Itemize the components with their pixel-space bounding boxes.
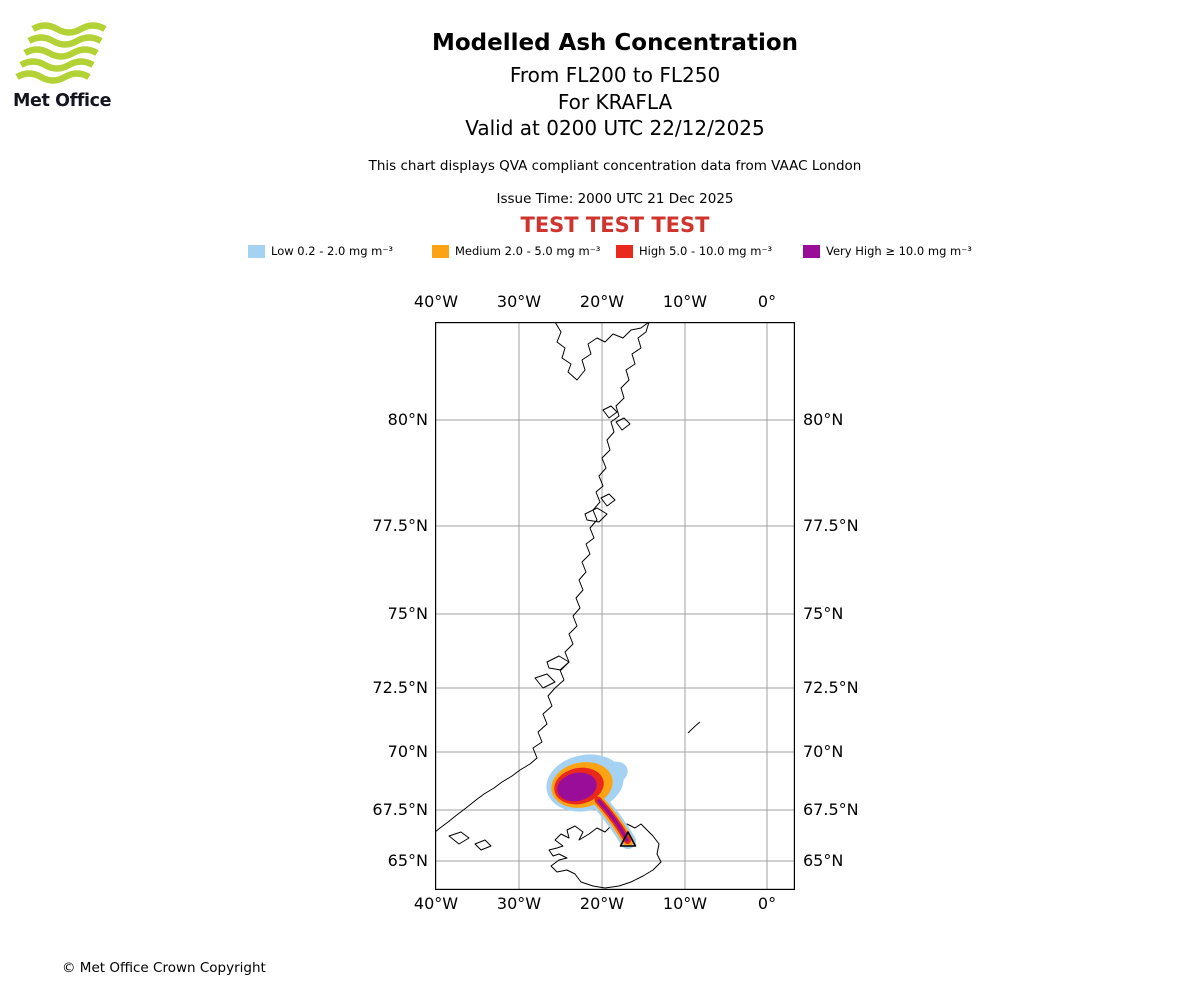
volcano-marker	[619, 831, 637, 847]
y-tick-label: 77.5°N	[372, 516, 428, 535]
legend-swatch-very-high	[803, 244, 820, 258]
x-tick-label: 40°W	[413, 894, 459, 913]
y-tick-label: 65°N	[803, 851, 844, 870]
y-tick-label: 77.5°N	[803, 516, 859, 535]
legend-item-medium: Medium 2.0 - 5.0 mg m⁻³	[432, 244, 600, 258]
map-border	[435, 322, 795, 890]
legend-item-high: High 5.0 - 10.0 mg m⁻³	[616, 244, 772, 258]
volcano-subtitle: For KRAFLA	[557, 90, 673, 114]
logo-wordmark: Met Office	[13, 91, 112, 111]
y-tick-label: 70°N	[803, 742, 844, 761]
iceland-coastline	[548, 823, 662, 889]
x-tick-label: 40°W	[413, 292, 459, 311]
y-tick-label: 72.5°N	[803, 678, 859, 697]
legend-swatch-low	[248, 244, 265, 258]
legend-item-very-high: Very High ≥ 10.0 mg m⁻³	[803, 244, 972, 258]
ash-plume-very-high	[557, 772, 597, 802]
x-tick-label: 10°W	[662, 292, 708, 311]
y-tick-label: 65°N	[387, 851, 428, 870]
legend-swatch-high	[616, 244, 633, 258]
y-tick-label: 72.5°N	[372, 678, 428, 697]
legend-label-low: Low 0.2 - 2.0 mg m⁻³	[271, 244, 394, 258]
grid-lines	[435, 322, 795, 890]
page-title: Modelled Ash Concentration	[431, 30, 799, 56]
y-tick-label: 80°N	[803, 410, 844, 429]
y-tick-label: 75°N	[387, 604, 428, 623]
y-tick-label: 67.5°N	[803, 800, 859, 819]
x-tick-label: 30°W	[496, 292, 542, 311]
test-banner: TEST TEST TEST	[520, 213, 710, 237]
legend-label-high: High 5.0 - 10.0 mg m⁻³	[639, 244, 773, 258]
legend-label-very-high: Very High ≥ 10.0 mg m⁻³	[826, 244, 972, 258]
coastlines	[435, 322, 701, 889]
legend-label-medium: Medium 2.0 - 5.0 mg m⁻³	[455, 244, 601, 258]
x-tick-label: 0°	[757, 292, 777, 311]
copyright-notice: © Met Office Crown Copyright	[62, 960, 266, 976]
x-tick-label: 0°	[757, 894, 777, 913]
x-tick-label: 20°W	[579, 292, 625, 311]
y-tick-label: 75°N	[803, 604, 844, 623]
jan-mayen-island	[687, 721, 701, 734]
flight-levels-subtitle: From FL200 to FL250	[509, 63, 721, 87]
y-tick-label: 80°N	[387, 410, 428, 429]
met-office-logo: Met Office	[13, 22, 123, 111]
map-canvas	[435, 322, 795, 890]
ash-plume	[546, 754, 636, 849]
y-tick-label: 67.5°N	[372, 800, 428, 819]
x-tick-label: 20°W	[579, 894, 625, 913]
coastal-islands	[448, 405, 631, 851]
valid-time-subtitle: Valid at 0200 UTC 22/12/2025	[465, 116, 765, 140]
x-tick-label: 30°W	[496, 894, 542, 913]
compliance-note: This chart displays QVA compliant concen…	[368, 158, 862, 174]
y-tick-label: 70°N	[387, 742, 428, 761]
logo-waves-icon	[15, 22, 107, 84]
legend-item-low: Low 0.2 - 2.0 mg m⁻³	[248, 244, 393, 258]
issue-time: Issue Time: 2000 UTC 21 Dec 2025	[496, 191, 734, 207]
x-tick-label: 10°W	[662, 894, 708, 913]
greenland-coastline	[435, 322, 650, 833]
legend-swatch-medium	[432, 244, 449, 258]
